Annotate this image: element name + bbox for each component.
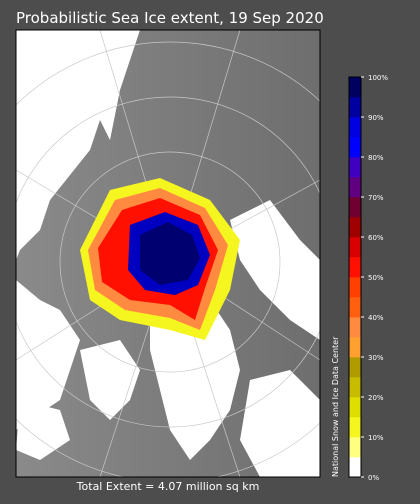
colorbar-segment bbox=[349, 157, 361, 178]
colorbar-segment bbox=[349, 97, 361, 118]
colorbar-segment bbox=[349, 137, 361, 158]
colorbar-tick-label: 20% bbox=[368, 394, 384, 402]
colorbar-segment bbox=[349, 217, 361, 238]
colorbar-tick-label: 0% bbox=[368, 474, 379, 482]
colorbar-segment bbox=[349, 357, 361, 378]
colorbar-tick-label: 10% bbox=[368, 434, 384, 442]
colorbar-segment bbox=[349, 437, 361, 458]
colorbar-segment bbox=[349, 297, 361, 318]
colorbar-tick-label: 70% bbox=[368, 194, 384, 202]
total-extent: Total Extent = 4.07 million sq km bbox=[76, 480, 260, 493]
colorbar-segment bbox=[349, 197, 361, 218]
colorbar: 0% 10% 20% 30% 40% 50% 60% 70% 80% 90% 100% bbox=[348, 74, 388, 482]
map-title: Probabilistic Sea Ice extent, 19 Sep 202… bbox=[16, 9, 324, 27]
colorbar-tick-label: 60% bbox=[368, 234, 384, 242]
land-alaska bbox=[16, 280, 80, 430]
colorbar-segment bbox=[349, 257, 361, 278]
colorbar-segment bbox=[349, 277, 361, 298]
colorbar-tick-label: 50% bbox=[368, 274, 384, 282]
colorbar-segment bbox=[349, 417, 361, 438]
ice-center bbox=[140, 222, 200, 285]
colorbar-segment bbox=[349, 237, 361, 258]
colorbar-tick-label: 90% bbox=[368, 114, 384, 122]
colorbar-segment bbox=[349, 77, 361, 98]
colorbar-segment bbox=[349, 377, 361, 398]
colorbar-tick-label: 30% bbox=[368, 354, 384, 362]
colorbar-segment bbox=[349, 337, 361, 358]
colorbar-tick-label: 100% bbox=[368, 74, 388, 82]
map-frame bbox=[15, 29, 321, 478]
colorbar-segment bbox=[349, 177, 361, 198]
colorbar-segment bbox=[349, 397, 361, 418]
colorbar-segment bbox=[349, 457, 361, 478]
credit: National Snow and Ice Data Center bbox=[331, 336, 340, 477]
colorbar-segment bbox=[349, 117, 361, 138]
colorbar-tick-label: 40% bbox=[368, 314, 384, 322]
land-eurasia bbox=[16, 30, 140, 260]
map bbox=[16, 30, 320, 477]
colorbar-segment bbox=[349, 317, 361, 338]
land-greenland bbox=[150, 290, 240, 460]
land-coast bbox=[16, 400, 70, 460]
colorbar-tick-label: 80% bbox=[368, 154, 384, 162]
land-europe bbox=[240, 370, 320, 477]
land-islands bbox=[230, 200, 320, 340]
